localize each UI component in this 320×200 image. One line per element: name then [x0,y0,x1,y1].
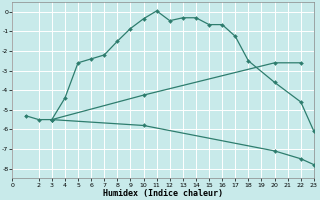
X-axis label: Humidex (Indice chaleur): Humidex (Indice chaleur) [103,189,223,198]
